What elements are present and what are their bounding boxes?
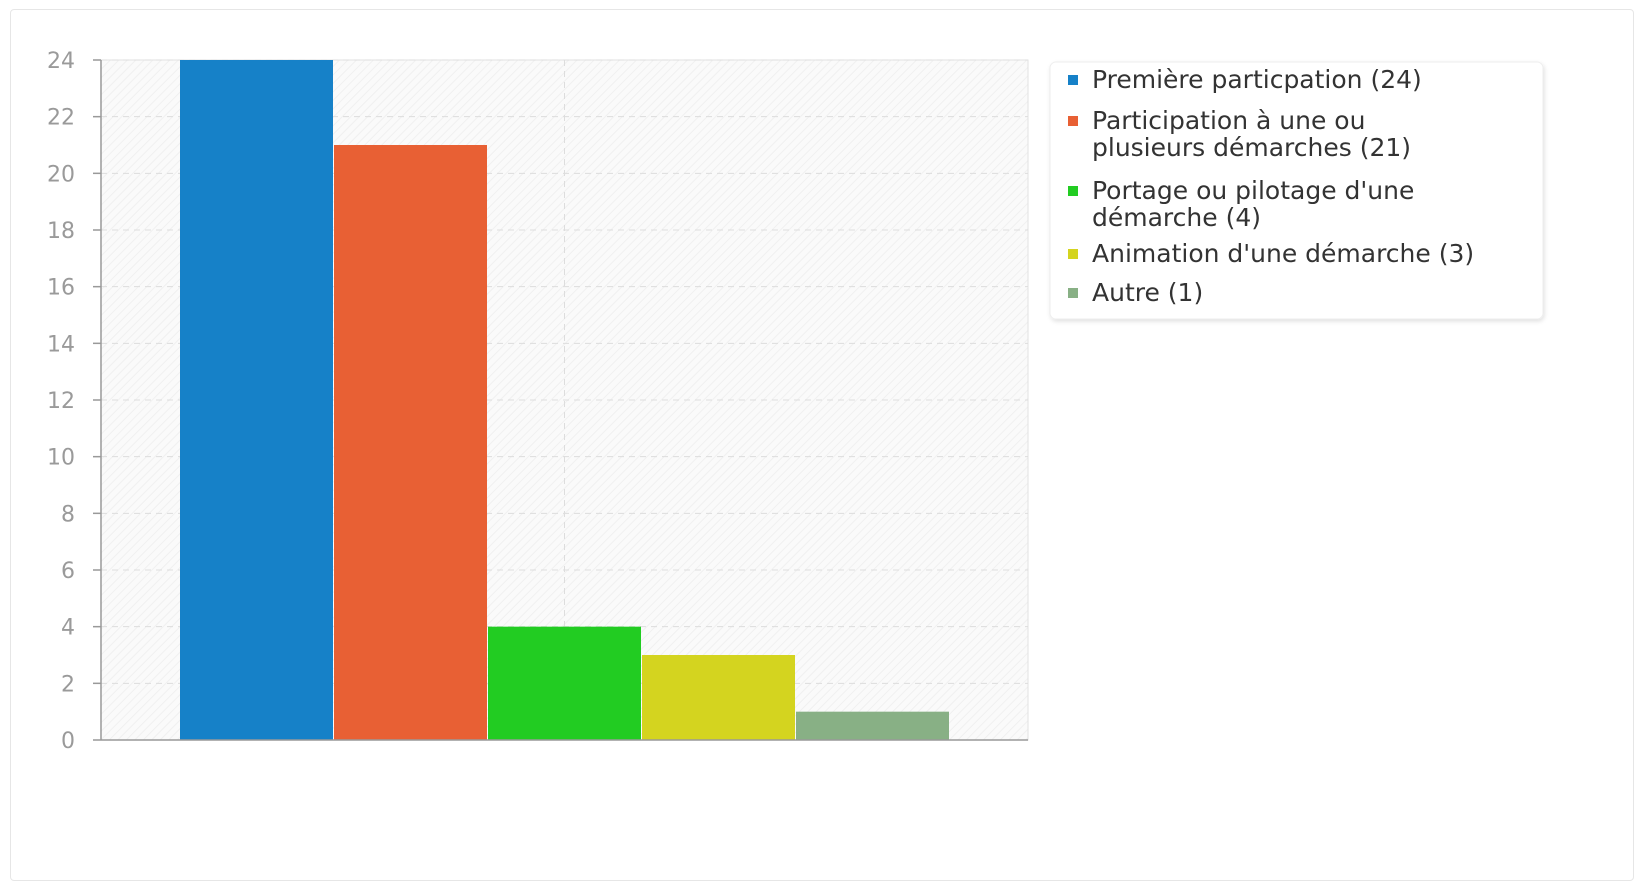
y-tick-label: 22 xyxy=(47,106,75,131)
y-tick-label: 12 xyxy=(47,389,75,414)
bar-4[interactable] xyxy=(642,655,795,740)
y-tick-label: 2 xyxy=(61,672,75,697)
legend-label-2[interactable]: plusieurs démarches (21) xyxy=(1092,133,1411,162)
legend-swatch-4[interactable] xyxy=(1068,249,1078,259)
legend-label-3[interactable]: Portage ou pilotage d'une xyxy=(1092,176,1414,205)
y-tick-label: 0 xyxy=(61,729,75,754)
bar-3[interactable] xyxy=(488,626,641,740)
legend-label-4[interactable]: Animation d'une démarche (3) xyxy=(1092,239,1474,268)
y-tick-label: 8 xyxy=(61,502,75,527)
legend-swatch-2[interactable] xyxy=(1068,116,1078,126)
y-tick-label: 24 xyxy=(47,49,75,74)
y-tick-label: 16 xyxy=(47,276,75,301)
legend-label-3[interactable]: démarche (4) xyxy=(1092,203,1261,232)
legend-label-5[interactable]: Autre (1) xyxy=(1092,278,1203,307)
y-tick-label: 18 xyxy=(47,219,75,244)
y-tick-label: 20 xyxy=(47,162,75,187)
y-tick-label: 10 xyxy=(47,446,75,471)
legend-label-1[interactable]: Première particpation (24) xyxy=(1092,65,1422,94)
legend-swatch-5[interactable] xyxy=(1068,288,1078,298)
y-tick-label: 6 xyxy=(61,559,75,584)
legend-box xyxy=(1049,61,1544,320)
bar-5[interactable] xyxy=(796,711,949,740)
y-tick-label: 4 xyxy=(61,616,75,641)
bar-2[interactable] xyxy=(334,145,487,740)
legend-swatch-1[interactable] xyxy=(1068,75,1078,85)
bar-1[interactable] xyxy=(180,60,333,740)
legend-label-2[interactable]: Participation à une ou xyxy=(1092,106,1365,135)
y-tick-label: 14 xyxy=(47,332,75,357)
legend-swatch-3[interactable] xyxy=(1068,186,1078,196)
